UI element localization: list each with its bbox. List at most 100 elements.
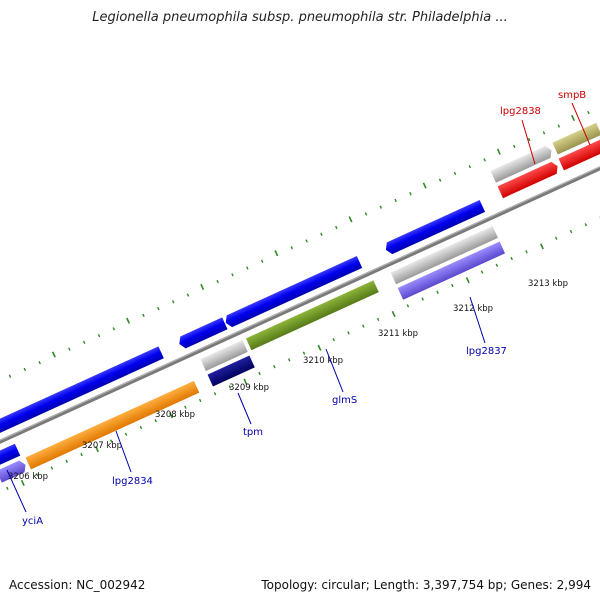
- major-tick: [95, 446, 99, 453]
- minor-tick: [38, 360, 41, 365]
- minor-tick: [216, 279, 219, 284]
- minor-tick: [409, 192, 412, 196]
- ruler-label: 3213 kbp: [528, 279, 568, 289]
- major-tick: [422, 182, 427, 189]
- minor-tick: [362, 324, 365, 328]
- cds-forward-blue-2[interactable]: [177, 317, 228, 350]
- ruler-label: 3209 kbp: [229, 383, 269, 393]
- minor-tick: [171, 300, 175, 304]
- ruler-label: 3211 kbp: [378, 329, 418, 339]
- minor-tick: [510, 256, 513, 261]
- cds-forward-gray-lpg2838[interactable]: [490, 144, 555, 183]
- ruler-label: 3207 kbp: [82, 441, 122, 451]
- minor-tick: [184, 405, 187, 409]
- minor-tick: [258, 371, 261, 376]
- minor-tick: [335, 225, 338, 230]
- major-tick: [540, 243, 544, 250]
- minor-tick: [451, 283, 454, 288]
- major-tick: [200, 283, 205, 290]
- minor-tick: [480, 270, 484, 274]
- minor-tick: [6, 486, 9, 491]
- major-tick: [274, 250, 279, 257]
- major-tick: [465, 277, 470, 284]
- major-tick: [243, 378, 248, 385]
- minor-tick: [23, 367, 27, 372]
- minor-tick: [198, 398, 202, 403]
- ruler-label: 3206 kbp: [8, 472, 48, 482]
- minor-tick: [142, 313, 145, 317]
- genome-backbone-highlight: [0, 145, 600, 454]
- minor-tick: [8, 374, 12, 378]
- cds-reverse-purple-lpg2837[interactable]: [397, 241, 506, 300]
- minor-tick: [287, 358, 291, 362]
- major-tick: [169, 412, 174, 419]
- accession-text: Accession: NC_002942: [9, 578, 146, 592]
- callout-line-yciA: [6, 469, 27, 513]
- minor-tick: [109, 439, 113, 443]
- minor-tick: [228, 385, 232, 389]
- cds-forward-red-1[interactable]: [497, 160, 561, 199]
- minor-tick: [302, 351, 306, 355]
- callout-line-tpm: [237, 392, 252, 425]
- minor-tick: [50, 466, 54, 470]
- major-tick: [51, 351, 56, 358]
- major-tick: [391, 310, 396, 318]
- cds-reverse-gray-lpg2837[interactable]: [390, 226, 498, 285]
- gene-label-lpg2834[interactable]: lpg2834: [112, 476, 153, 487]
- gene-label-lpg2837[interactable]: lpg2837: [466, 346, 507, 357]
- cds-reverse-gray-tpm[interactable]: [200, 340, 248, 371]
- inner-tick-track: [6, 216, 600, 491]
- minor-tick: [453, 171, 457, 176]
- minor-tick: [290, 246, 294, 250]
- callout-line-lpg2838: [521, 119, 536, 165]
- map-title: Legionella pneumophila subsp. pneumophil…: [92, 10, 508, 25]
- minor-tick: [569, 229, 573, 234]
- minor-tick: [112, 327, 116, 331]
- minor-tick: [542, 131, 546, 135]
- outer-tick-track: [8, 110, 590, 378]
- minor-tick: [438, 178, 442, 182]
- minor-tick: [273, 365, 276, 369]
- cds-reverse-olive-glmS[interactable]: [245, 280, 379, 351]
- ruler-label: 3208 kbp: [155, 410, 195, 420]
- minor-tick: [527, 137, 531, 142]
- cds-reverse-orange-lpg2834[interactable]: [25, 380, 200, 470]
- minor-tick: [483, 158, 486, 162]
- gene-label-yciA[interactable]: yciA: [22, 516, 43, 527]
- cds-forward-red-2[interactable]: [558, 138, 600, 171]
- gene-label-smpB[interactable]: smpB: [558, 90, 586, 101]
- genome-backbone: [0, 145, 600, 457]
- minor-tick: [68, 347, 71, 351]
- cds-forward-khaki-smpB[interactable]: [552, 122, 600, 155]
- callout-line-smpB: [571, 102, 591, 146]
- major-tick: [317, 344, 322, 351]
- minor-tick: [246, 266, 249, 270]
- minor-tick: [157, 306, 160, 311]
- minor-tick: [587, 110, 590, 115]
- cds-forward-blue-4[interactable]: [383, 200, 486, 256]
- cds-forward-blue-3[interactable]: [223, 256, 363, 329]
- cds-reverse-purple-yciA[interactable]: [0, 459, 28, 483]
- minor-tick: [468, 164, 472, 169]
- minor-tick: [347, 331, 350, 335]
- gene-label-tpm[interactable]: tpm: [243, 427, 263, 438]
- minor-tick: [379, 205, 383, 209]
- minor-tick: [139, 425, 143, 430]
- minor-tick: [82, 340, 86, 345]
- major-tick: [496, 148, 501, 155]
- cds-reverse-navy-tpm[interactable]: [207, 355, 255, 387]
- minor-tick: [186, 293, 190, 297]
- minor-tick: [97, 333, 101, 338]
- callout-line-lpg2837: [469, 296, 486, 344]
- major-tick: [348, 216, 353, 223]
- gene-label-glmS[interactable]: glmS: [332, 395, 357, 406]
- minor-tick: [584, 223, 588, 227]
- cds-reverse-blue-yciA[interactable]: [0, 443, 21, 468]
- minor-tick: [154, 419, 157, 423]
- major-tick: [126, 317, 131, 324]
- minor-tick: [406, 304, 410, 308]
- minor-tick: [332, 337, 335, 342]
- cds-forward-blue-1[interactable]: [0, 346, 164, 434]
- gene-label-lpg2838[interactable]: lpg2838: [500, 106, 541, 117]
